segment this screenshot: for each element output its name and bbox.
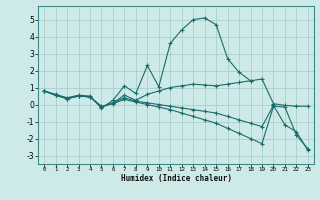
X-axis label: Humidex (Indice chaleur): Humidex (Indice chaleur): [121, 174, 231, 183]
